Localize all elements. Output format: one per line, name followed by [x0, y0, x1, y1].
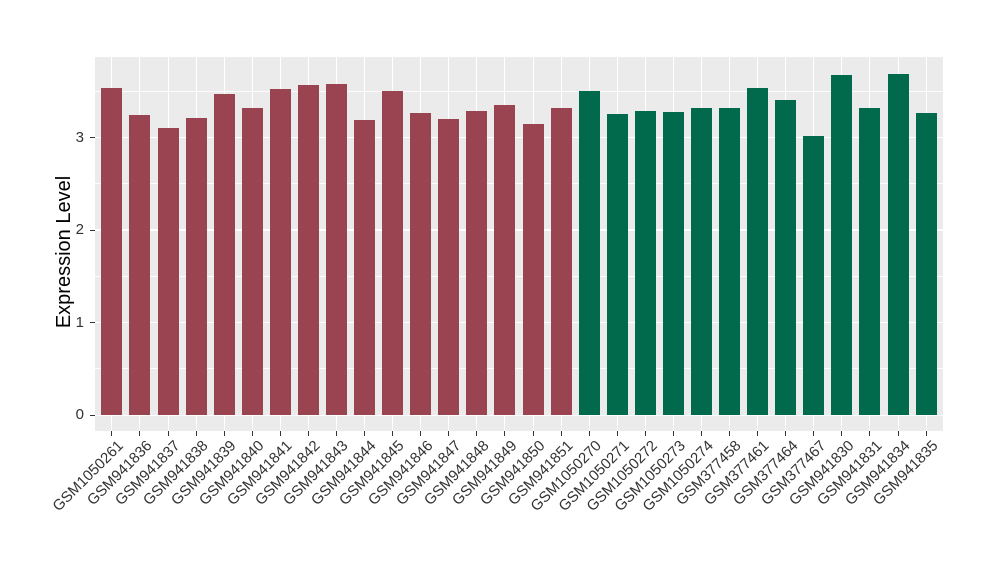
x-tick-mark: [560, 431, 562, 436]
major-gridline: [95, 136, 943, 139]
bar-GSM941847: [438, 119, 460, 416]
bar-GSM941835: [915, 113, 937, 416]
bar-GSM941842: [297, 84, 319, 416]
x-tick-mark: [869, 431, 871, 436]
x-tick-mark: [251, 431, 253, 436]
x-tick-mark: [111, 431, 113, 436]
bar-GSM941831: [859, 107, 881, 416]
bar-GSM1050261: [101, 88, 123, 416]
x-tick-mark: [588, 431, 590, 436]
major-gridline: [95, 321, 943, 324]
x-tick-mark: [167, 431, 169, 436]
y-tick-mark: [90, 229, 95, 231]
x-tick-mark: [757, 431, 759, 436]
major-gridline: [95, 414, 943, 416]
bar-GSM941838: [185, 118, 207, 416]
bar-GSM941839: [213, 94, 235, 416]
bar-GSM1050274: [691, 107, 713, 416]
x-tick-mark: [729, 431, 731, 436]
bar-GSM941830: [831, 74, 853, 416]
x-tick-mark: [925, 431, 927, 436]
bar-GSM377464: [775, 99, 797, 416]
y-tick-label: 2: [75, 221, 84, 239]
x-tick-mark: [335, 431, 337, 436]
bar-GSM941851: [550, 107, 572, 416]
y-tick-label: 3: [75, 128, 84, 146]
x-tick-mark: [616, 431, 618, 436]
y-tick-mark: [90, 322, 95, 324]
x-tick-mark: [672, 431, 674, 436]
bar-GSM941846: [410, 112, 432, 416]
bar-GSM377467: [803, 135, 825, 416]
bar-GSM941834: [887, 73, 909, 416]
y-tick-label: 0: [75, 406, 84, 424]
x-tick-mark: [785, 431, 787, 436]
y-tick-mark: [90, 414, 95, 416]
x-tick-mark: [420, 431, 422, 436]
x-tick-mark: [139, 431, 141, 436]
bar-GSM1050272: [634, 110, 656, 416]
x-tick-mark: [307, 431, 309, 436]
x-tick-mark: [644, 431, 646, 436]
bar-GSM941850: [522, 123, 544, 416]
bar-GSM941848: [466, 110, 488, 416]
minor-gridline: [95, 275, 943, 277]
bar-GSM941841: [269, 89, 291, 416]
minor-gridline: [95, 90, 943, 92]
x-tick-mark: [448, 431, 450, 436]
x-tick-mark: [476, 431, 478, 436]
x-tick-mark: [195, 431, 197, 436]
x-tick-mark: [813, 431, 815, 436]
bar-GSM941837: [157, 128, 179, 416]
bar-GSM941844: [354, 119, 376, 416]
x-tick-mark: [364, 431, 366, 436]
bar-GSM1050270: [578, 91, 600, 416]
bar-GSM941836: [129, 115, 151, 416]
x-tick-mark: [701, 431, 703, 436]
x-tick-mark: [223, 431, 225, 436]
x-tick-mark: [279, 431, 281, 436]
bar-GSM941840: [241, 107, 263, 416]
bar-GSM1050273: [662, 111, 684, 416]
plot-panel: [95, 57, 943, 431]
bar-GSM941845: [382, 91, 404, 416]
x-tick-mark: [532, 431, 534, 436]
x-tick-mark: [392, 431, 394, 436]
y-tick-mark: [90, 137, 95, 139]
major-gridline: [95, 229, 943, 231]
minor-gridline: [95, 183, 943, 185]
x-tick-mark: [897, 431, 899, 436]
bar-GSM377461: [747, 88, 769, 416]
bar-GSM941849: [494, 105, 516, 416]
y-tick-label: 1: [75, 313, 84, 331]
minor-gridline: [95, 368, 943, 370]
bar-GSM941843: [325, 83, 347, 416]
x-tick-mark: [841, 431, 843, 436]
bar-GSM1050271: [606, 114, 628, 416]
x-tick-mark: [504, 431, 506, 436]
y-axis-title: Expression Level: [53, 175, 75, 329]
bar-GSM377458: [719, 107, 741, 416]
